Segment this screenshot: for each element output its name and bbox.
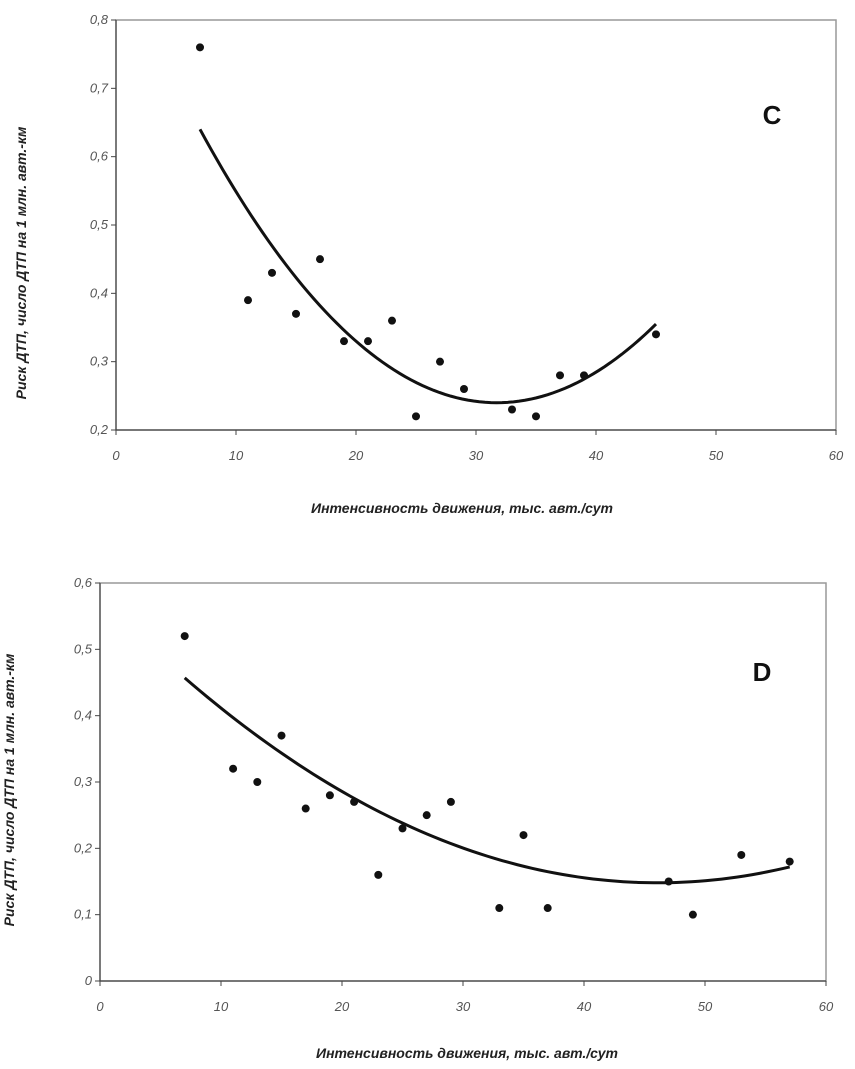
data-point bbox=[316, 255, 324, 264]
y-tick-label: 0,3 bbox=[90, 354, 109, 369]
y-tick-label: 0,2 bbox=[74, 840, 93, 855]
y-tick-label: 0,3 bbox=[74, 774, 93, 789]
plot-area-frame bbox=[99, 582, 827, 982]
data-point bbox=[412, 412, 420, 421]
panel-label: C bbox=[763, 100, 782, 130]
data-point bbox=[532, 412, 540, 421]
x-tick-label: 40 bbox=[589, 448, 604, 463]
data-point bbox=[664, 877, 673, 886]
data-point bbox=[350, 797, 359, 806]
data-point bbox=[556, 371, 564, 380]
y-tick-label: 0,5 bbox=[90, 217, 109, 232]
x-tick-label: 0 bbox=[112, 448, 120, 463]
chart-panel-c: 0,2 0,3 0,4 0,5 0,6 0,7 0,8 0 10 20 30 40 50 60 C Ин… bbox=[13, 12, 844, 516]
y-tick-label: 0,6 bbox=[74, 575, 93, 590]
data-point bbox=[196, 43, 204, 52]
trend-line bbox=[183, 676, 791, 885]
x-tick-label: 60 bbox=[829, 448, 844, 463]
y-tick-label: 0,8 bbox=[90, 12, 109, 27]
data-point bbox=[388, 316, 396, 325]
x-tick-label: 10 bbox=[229, 448, 244, 463]
x-axis-title: Интенсивность движения, тыс. авт./сут bbox=[311, 500, 613, 516]
data-point bbox=[422, 811, 431, 820]
data-point bbox=[519, 831, 528, 840]
data-point bbox=[325, 791, 334, 800]
x-tick-label: 20 bbox=[334, 999, 350, 1014]
x-tick-label: 50 bbox=[698, 999, 713, 1014]
data-point bbox=[460, 385, 468, 393]
data-point bbox=[508, 405, 516, 414]
y-ticks: 0,2 0,3 0,4 0,5 0,6 0,7 0,8 bbox=[90, 12, 116, 437]
data-point bbox=[244, 296, 252, 305]
data-point bbox=[446, 797, 455, 806]
y-tick-label: 0,6 bbox=[90, 149, 109, 164]
x-tick-label: 60 bbox=[819, 999, 834, 1014]
x-tick-label: 20 bbox=[348, 448, 364, 463]
data-point bbox=[364, 337, 372, 346]
y-tick-label: 0,5 bbox=[74, 641, 93, 656]
y-axis-title: Риск ДТП, число ДТП на 1 млн. авт.-км bbox=[13, 126, 29, 399]
plot-area-frame bbox=[115, 19, 837, 431]
data-point bbox=[340, 337, 348, 346]
x-tick-label: 30 bbox=[469, 448, 484, 463]
x-ticks: 0 10 20 30 40 50 60 bbox=[112, 430, 844, 463]
data-point bbox=[268, 268, 276, 277]
data-points bbox=[196, 43, 660, 421]
data-point bbox=[652, 330, 660, 339]
y-tick-label: 0,2 bbox=[90, 422, 109, 437]
data-points bbox=[180, 632, 794, 919]
data-point bbox=[277, 731, 286, 740]
x-tick-label: 10 bbox=[214, 999, 229, 1014]
data-point bbox=[580, 371, 588, 380]
y-tick-label: 0,4 bbox=[90, 285, 108, 300]
data-point bbox=[180, 632, 189, 641]
data-point bbox=[301, 804, 310, 813]
data-point bbox=[785, 857, 794, 866]
x-tick-label: 30 bbox=[456, 999, 471, 1014]
data-point bbox=[737, 850, 746, 859]
x-tick-label: 40 bbox=[577, 999, 592, 1014]
data-point bbox=[688, 910, 697, 919]
data-point bbox=[543, 904, 552, 913]
data-point bbox=[253, 778, 262, 786]
data-point bbox=[292, 309, 300, 318]
x-tick-label: 0 bbox=[96, 999, 104, 1014]
y-tick-label: 0,7 bbox=[90, 80, 109, 95]
data-point bbox=[436, 357, 444, 366]
trend-line bbox=[198, 128, 658, 405]
x-axis-title: Интенсивность движения, тыс. авт./сут bbox=[316, 1045, 618, 1061]
data-point bbox=[495, 904, 504, 913]
data-point bbox=[398, 824, 407, 833]
y-tick-label: 0 bbox=[85, 973, 93, 988]
y-tick-label: 0,1 bbox=[74, 907, 92, 922]
y-axis-title: Риск ДТП, число ДТП на 1 млн. авт.-км bbox=[1, 653, 17, 926]
panel-label: D bbox=[753, 657, 772, 687]
x-tick-label: 50 bbox=[709, 448, 724, 463]
y-tick-label: 0,4 bbox=[74, 708, 92, 723]
x-ticks: 0 10 20 30 40 50 60 bbox=[96, 981, 834, 1014]
chart-panel-d: 0 0,1 0,2 0,3 0,4 0,5 0,6 0 10 20 30 40 50 60 D Инте… bbox=[1, 575, 834, 1061]
data-point bbox=[374, 870, 383, 879]
data-point bbox=[229, 764, 238, 773]
y-ticks: 0 0,1 0,2 0,3 0,4 0,5 0,6 bbox=[74, 575, 100, 988]
